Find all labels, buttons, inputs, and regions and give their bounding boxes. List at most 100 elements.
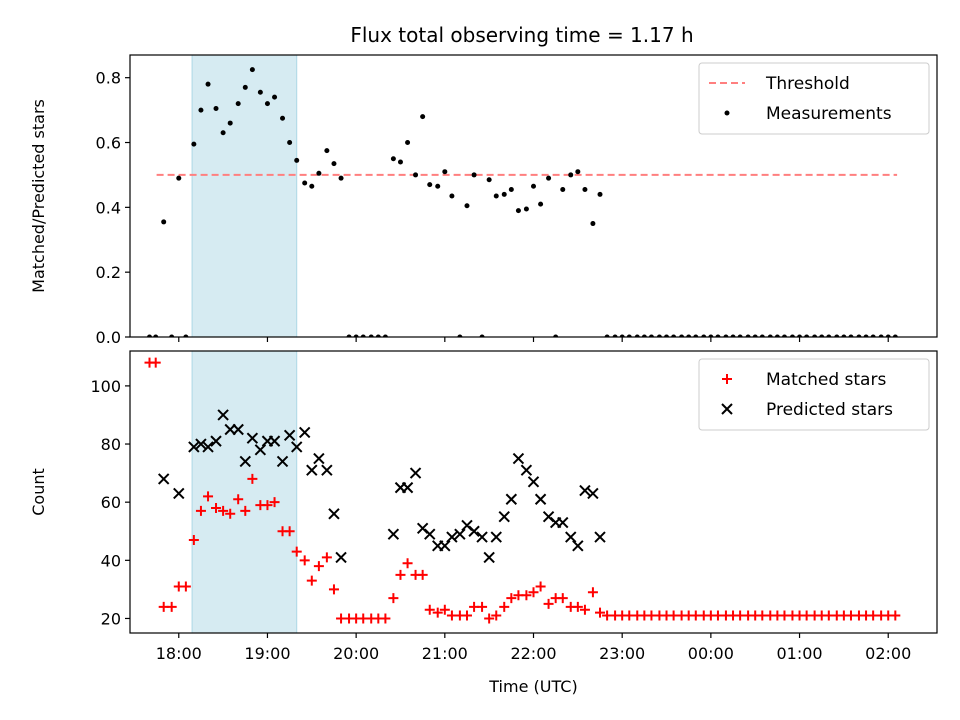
data-point bbox=[232, 423, 244, 436]
data-point bbox=[885, 334, 891, 337]
data-point bbox=[587, 587, 598, 598]
data-point bbox=[515, 208, 521, 214]
data-point bbox=[679, 334, 685, 337]
x-tick-label: 02:00 bbox=[865, 644, 911, 663]
plot-area bbox=[144, 351, 901, 633]
series-measurements bbox=[147, 67, 898, 337]
data-point bbox=[457, 334, 463, 337]
data-point bbox=[686, 334, 692, 337]
data-point bbox=[520, 464, 533, 476]
data-point bbox=[626, 334, 632, 337]
data-point bbox=[306, 464, 318, 476]
data-point bbox=[413, 172, 419, 178]
data-point bbox=[619, 334, 625, 337]
data-point bbox=[380, 613, 391, 624]
x-axis-label: Time (UTC) bbox=[488, 677, 577, 696]
data-point bbox=[427, 182, 433, 188]
series-matched-stars bbox=[144, 357, 901, 624]
data-point bbox=[641, 334, 647, 337]
data-point bbox=[693, 334, 699, 337]
data-point bbox=[188, 534, 199, 545]
data-point bbox=[501, 191, 507, 197]
y-tick-label: 100 bbox=[90, 377, 121, 396]
data-point bbox=[287, 140, 293, 146]
legend-predicted-swatch bbox=[721, 403, 733, 415]
data-point bbox=[812, 334, 818, 337]
data-point bbox=[195, 505, 206, 516]
data-point bbox=[346, 334, 352, 337]
data-point bbox=[157, 473, 170, 485]
data-point bbox=[745, 334, 751, 337]
data-point bbox=[841, 334, 847, 337]
data-point bbox=[568, 172, 574, 178]
data-point bbox=[202, 441, 214, 453]
data-point bbox=[328, 584, 339, 595]
data-point bbox=[579, 604, 590, 615]
y-tick-label: 60 bbox=[101, 493, 121, 512]
data-point bbox=[723, 334, 729, 337]
data-point bbox=[284, 526, 295, 537]
data-point bbox=[276, 455, 289, 468]
data-point bbox=[313, 452, 325, 465]
data-point bbox=[269, 497, 280, 508]
data-point bbox=[272, 94, 278, 100]
series-predicted-stars bbox=[157, 409, 606, 564]
data-point bbox=[505, 493, 518, 505]
count-panel: 20 40 60 80 100 18:00 19:00 20:00 21:00 22:00 23:0… bbox=[29, 350, 938, 696]
data-point bbox=[449, 193, 455, 199]
data-point bbox=[294, 157, 300, 163]
x-tick-label: 00:00 bbox=[688, 644, 734, 663]
data-point bbox=[173, 487, 185, 500]
data-point bbox=[225, 508, 236, 519]
data-point bbox=[227, 120, 233, 126]
data-point bbox=[150, 357, 161, 368]
data-point bbox=[409, 467, 422, 479]
data-point bbox=[280, 115, 286, 121]
data-point bbox=[153, 334, 159, 337]
data-point bbox=[531, 183, 536, 189]
data-point bbox=[220, 130, 226, 136]
data-point bbox=[218, 505, 229, 516]
data-point bbox=[233, 494, 244, 505]
data-point bbox=[240, 505, 251, 516]
data-point bbox=[254, 444, 267, 456]
data-point bbox=[298, 426, 311, 439]
data-point bbox=[656, 334, 662, 337]
data-point bbox=[499, 601, 510, 612]
data-point bbox=[856, 334, 862, 337]
data-point bbox=[316, 170, 322, 176]
data-point bbox=[335, 551, 347, 564]
data-point bbox=[401, 481, 414, 494]
data-point bbox=[590, 221, 596, 227]
data-point bbox=[203, 491, 214, 502]
data-point bbox=[774, 334, 780, 337]
data-point bbox=[477, 601, 488, 612]
data-point bbox=[321, 464, 333, 476]
data-point bbox=[471, 172, 477, 178]
legend-matched-swatch bbox=[722, 374, 732, 384]
data-point bbox=[239, 455, 251, 468]
data-point bbox=[264, 101, 270, 107]
data-point bbox=[161, 219, 167, 225]
data-point bbox=[752, 334, 758, 337]
data-point bbox=[579, 484, 591, 497]
data-point bbox=[313, 561, 324, 572]
x-tick-label: 23:00 bbox=[599, 644, 645, 663]
data-point bbox=[397, 159, 403, 165]
data-point bbox=[878, 334, 884, 337]
data-point bbox=[781, 334, 787, 337]
legend-box bbox=[698, 62, 930, 135]
data-point bbox=[572, 601, 583, 612]
data-point bbox=[715, 334, 721, 337]
figure-title: Flux total observing time = 1.17 h bbox=[350, 23, 693, 47]
data-point bbox=[268, 435, 281, 447]
data-point bbox=[546, 175, 552, 181]
legend: Matched stars Predicted stars bbox=[698, 358, 930, 431]
data-point bbox=[890, 610, 901, 621]
plot-area bbox=[147, 55, 898, 337]
data-point bbox=[169, 334, 175, 337]
y-tick-label: 20 bbox=[101, 609, 121, 628]
data-point bbox=[476, 531, 488, 543]
data-point bbox=[834, 334, 840, 337]
data-point bbox=[863, 334, 869, 337]
